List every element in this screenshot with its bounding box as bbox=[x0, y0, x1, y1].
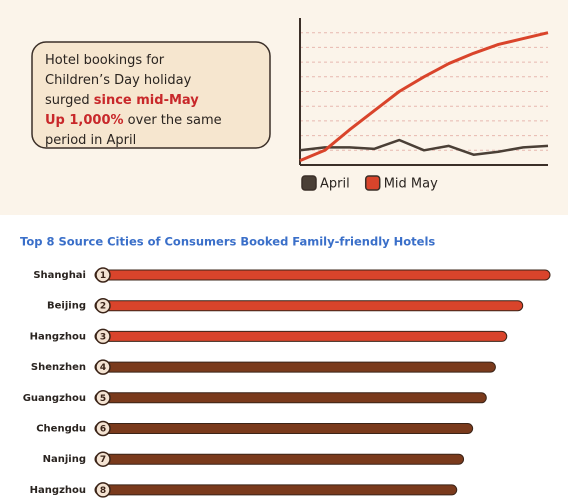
rank-number: 6 bbox=[100, 425, 106, 435]
bar bbox=[94, 269, 551, 281]
category-label: Hangzhou bbox=[30, 485, 86, 496]
bar bbox=[94, 392, 487, 404]
rank-badge bbox=[95, 359, 111, 375]
category-label: Nanjing bbox=[43, 454, 86, 465]
rank-badge bbox=[95, 420, 111, 437]
callout-box bbox=[31, 41, 271, 149]
category-label: Shenzhen bbox=[31, 362, 86, 373]
rank-number: 8 bbox=[100, 486, 106, 496]
category-label: Guangzhou bbox=[23, 393, 86, 404]
rank-badge bbox=[95, 482, 111, 498]
callout-highlight: since mid-May bbox=[94, 93, 200, 108]
rank-number: 3 bbox=[100, 332, 106, 342]
rank-badge bbox=[95, 297, 111, 314]
legend-label: Mid May bbox=[384, 177, 438, 192]
callout-text: over the same bbox=[124, 113, 222, 128]
legend-swatch bbox=[364, 175, 381, 191]
callout-line: Hotel bookings for bbox=[45, 53, 165, 68]
callout-line: Up 1,000% over the same bbox=[45, 113, 222, 128]
rank-number: 7 bbox=[100, 455, 106, 465]
category-label: Chengdu bbox=[36, 424, 86, 435]
rank-badge bbox=[95, 267, 111, 283]
rank-badge bbox=[95, 328, 111, 345]
callout-text: Hotel bookings for bbox=[45, 53, 165, 68]
callout-line: surged since mid-May bbox=[45, 93, 199, 108]
rank-number: 2 bbox=[100, 302, 106, 312]
rank-number: 1 bbox=[100, 271, 106, 281]
series-line bbox=[299, 138, 549, 156]
callout-line: Children’s Day holiday bbox=[45, 73, 192, 88]
callout-text: surged bbox=[45, 93, 94, 108]
callout-highlight: Up 1,000% bbox=[45, 113, 124, 128]
bar bbox=[94, 300, 524, 312]
bar bbox=[94, 423, 474, 434]
chart-title: Top 8 Source Cities of Consumers Booked … bbox=[20, 235, 435, 249]
category-label: Shanghai bbox=[33, 270, 86, 281]
callout-line: period in April bbox=[45, 133, 136, 148]
category-label: Beijing bbox=[47, 301, 86, 312]
bar bbox=[94, 484, 458, 496]
callout-text: period in April bbox=[45, 133, 136, 148]
rank-badge bbox=[95, 390, 111, 406]
category-label: Hangzhou bbox=[30, 331, 86, 342]
callout-text: Children’s Day holiday bbox=[45, 73, 192, 88]
legend-swatch bbox=[301, 175, 317, 191]
legend-label: April bbox=[320, 177, 350, 192]
bar bbox=[94, 361, 496, 373]
rank-number: 4 bbox=[100, 363, 106, 373]
series-line bbox=[299, 31, 549, 162]
bar bbox=[94, 453, 465, 465]
rank-badge bbox=[95, 451, 111, 467]
rank-number: 5 bbox=[100, 394, 106, 404]
bar bbox=[94, 330, 508, 342]
